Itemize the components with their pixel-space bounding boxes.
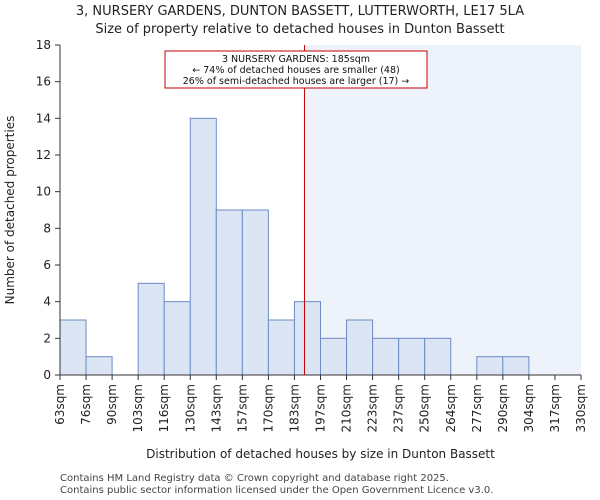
x-tick-label: 76sqm — [79, 384, 93, 425]
x-tick-label: 290sqm — [496, 384, 510, 432]
bar-237sqm — [398, 337, 426, 376]
highlight-region — [304, 45, 581, 375]
y-tick-label: 12 — [36, 148, 51, 162]
x-tick-label: 210sqm — [340, 384, 354, 432]
x-tick-label: 103sqm — [131, 384, 145, 432]
x-tick-label: 63sqm — [53, 384, 67, 425]
bar-223sqm — [372, 337, 400, 376]
bar-76sqm — [85, 356, 113, 376]
bar-210sqm — [346, 319, 374, 376]
x-tick-label: 130sqm — [183, 384, 197, 432]
y-tick-label: 0 — [43, 368, 51, 382]
annotation-box — [164, 50, 428, 89]
x-tick-label: 223sqm — [366, 384, 380, 432]
x-tick-label: 237sqm — [392, 384, 406, 432]
y-tick-label: 8 — [43, 221, 51, 235]
y-tick-label: 4 — [43, 295, 51, 309]
bar-290sqm — [502, 356, 530, 376]
annotation-line: 26% of semi-detached houses are larger (… — [183, 76, 410, 87]
bar-103sqm — [137, 282, 165, 376]
y-axis-label: Number of detached properties — [3, 116, 17, 305]
annotation-line: ← 74% of detached houses are smaller (48… — [192, 65, 399, 76]
bar-63sqm — [59, 319, 87, 376]
y-tick-label: 10 — [36, 185, 51, 199]
x-tick-label: 157sqm — [235, 384, 249, 432]
y-tick-label: 18 — [36, 38, 51, 52]
footer-licence: Contains public sector information licen… — [60, 485, 494, 496]
x-tick-label: 250sqm — [418, 384, 432, 432]
bar-143sqm — [215, 209, 243, 376]
y-tick-label: 2 — [43, 331, 51, 345]
bar-157sqm — [241, 209, 269, 376]
y-tick-label: 14 — [36, 111, 51, 125]
bar-197sqm — [320, 337, 348, 376]
bar-170sqm — [267, 319, 295, 376]
x-tick-label: 330sqm — [574, 384, 588, 432]
y-tick-label: 16 — [36, 75, 51, 89]
x-tick-label: 317sqm — [548, 384, 562, 432]
bar-250sqm — [424, 337, 452, 376]
bar-183sqm — [293, 301, 322, 376]
x-tick-label: 197sqm — [314, 384, 328, 432]
x-tick-label: 277sqm — [470, 384, 484, 432]
bar-277sqm — [476, 356, 504, 376]
x-tick-label: 143sqm — [209, 384, 223, 432]
footer-copyright: Contains HM Land Registry data © Crown c… — [60, 473, 449, 484]
chart-subtitle: Size of property relative to detached ho… — [95, 22, 505, 37]
x-tick-label: 116sqm — [157, 384, 171, 432]
bar-116sqm — [163, 301, 191, 376]
bar-130sqm — [189, 117, 217, 376]
chart-title: 3, NURSERY GARDENS, DUNTON BASSETT, LUTT… — [75, 4, 525, 19]
x-tick-label: 264sqm — [444, 384, 458, 432]
x-tick-label: 170sqm — [261, 384, 275, 432]
histogram-chart: 0 2 4 6 8 10 12 14 16 18 63sqm 76sqm 90sqm 103sqm 116s… — [3, 38, 588, 461]
x-tick-label: 90sqm — [105, 384, 119, 425]
y-tick-label: 6 — [43, 258, 51, 272]
x-tick-label: 304sqm — [522, 384, 536, 432]
annotation-line: 3 NURSERY GARDENS: 185sqm — [222, 54, 370, 65]
x-tick-label: 183sqm — [287, 384, 301, 432]
x-axis-label: Distribution of detached houses by size … — [146, 447, 495, 461]
